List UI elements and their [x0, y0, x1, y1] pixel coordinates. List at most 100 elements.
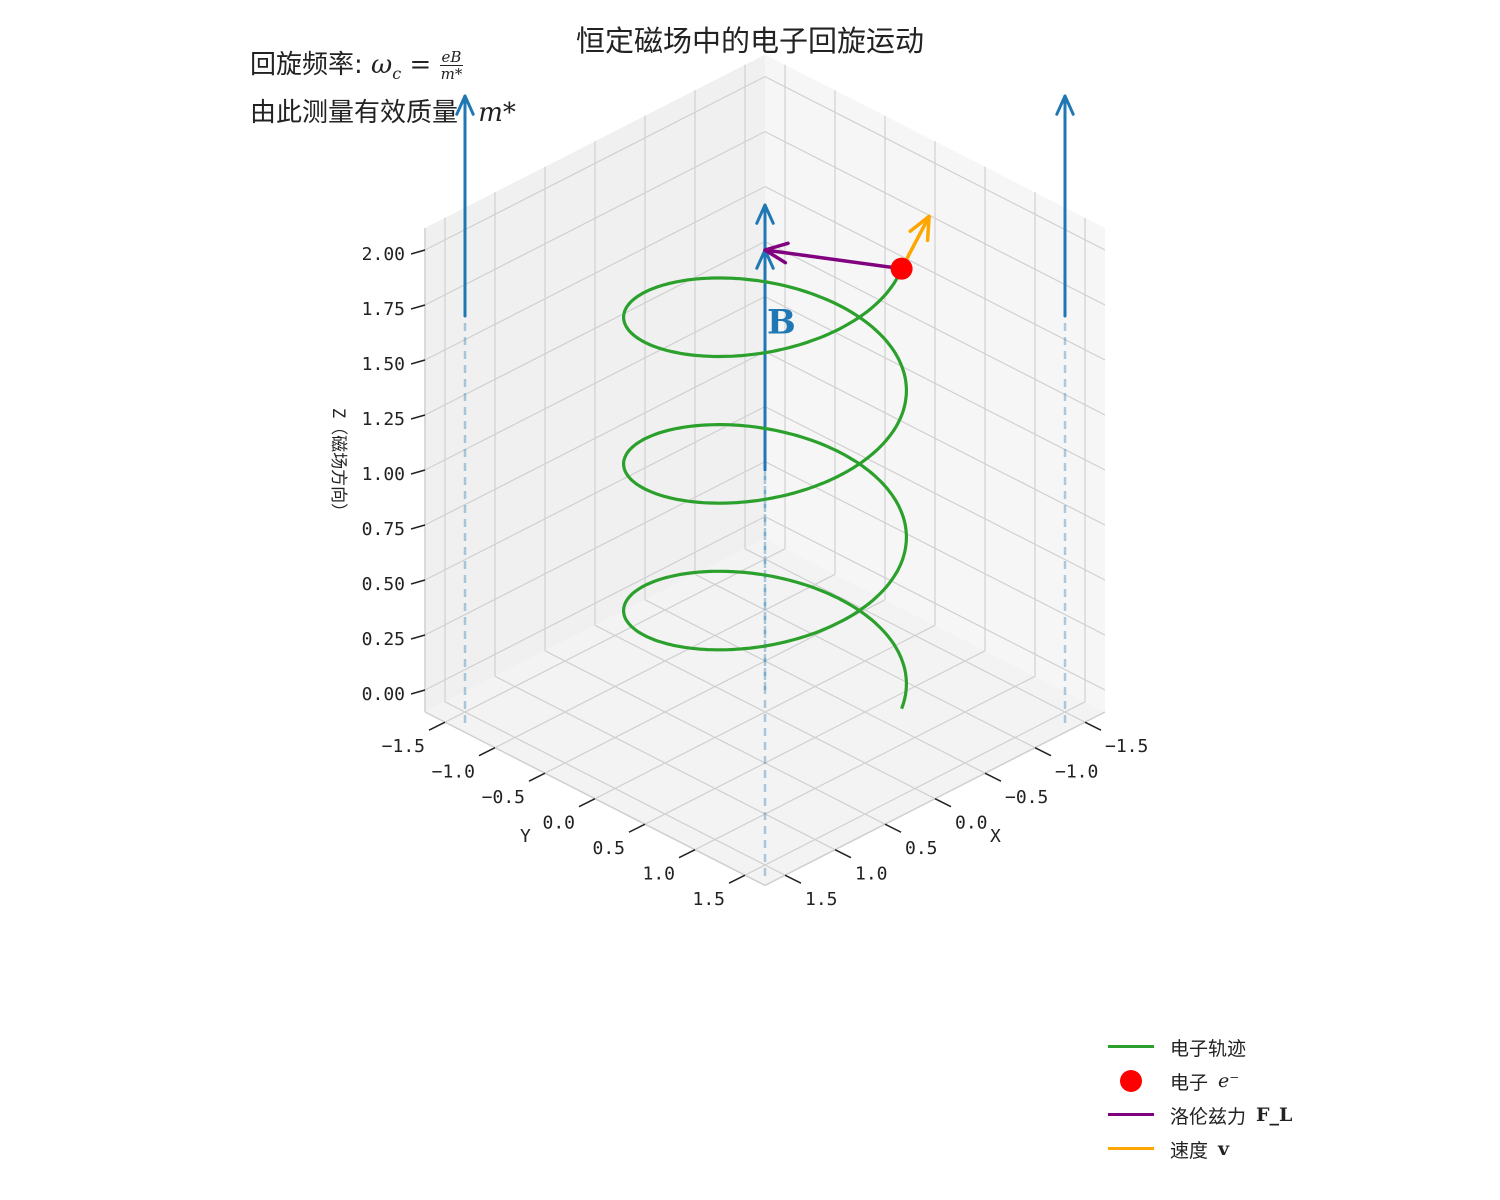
grid-line-z-right — [764, 76, 1106, 251]
y-tick-label: −0.5 — [482, 787, 525, 808]
annotation-mass-text: 由此测量有效质量 — [250, 98, 459, 128]
z-tick-label: 2.00 — [362, 244, 405, 265]
x-tick-mark — [934, 798, 952, 808]
grid-line-y-floor — [594, 624, 936, 800]
z-tick-mark — [410, 249, 426, 255]
grid-line-z-left — [424, 461, 766, 636]
field-arrow-3 — [755, 203, 775, 405]
legend-label-velocity: 速度 — [1170, 1139, 1209, 1162]
legend-item-force: 洛伦兹力 F_L — [1108, 1098, 1292, 1132]
legend-swatch-velocity — [1108, 1139, 1154, 1159]
grid-line-z-left — [424, 241, 766, 416]
grid-line-z-left — [424, 406, 766, 581]
z-tick-label: 1.00 — [362, 464, 405, 485]
grid-line-z-left — [424, 131, 766, 306]
grid-line-z-right — [764, 131, 1106, 306]
y-tick-label: 0.5 — [592, 838, 625, 859]
z-tick-mark — [410, 689, 426, 695]
z-tick-mark — [410, 579, 426, 585]
annotation-mass: 由此测量有效质量 m* — [250, 92, 516, 129]
annotation-frequency-text: 回旋频率: — [250, 50, 363, 80]
z-tick-mark — [410, 634, 426, 640]
grid-line-z-right — [764, 406, 1106, 581]
y-tick-label: 1.0 — [642, 864, 675, 885]
z-tick-label: 0.75 — [362, 519, 405, 540]
grid-line-y-floor — [694, 675, 1036, 851]
y-tick-mark — [478, 747, 496, 757]
y-tick-label: −1.0 — [432, 762, 475, 783]
y-tick-mark — [578, 798, 596, 808]
tick-labels: −1.5−1.0−0.50.00.51.01.5−1.5−1.0−0.50.00… — [362, 244, 1149, 910]
legend-swatch-trajectory — [1108, 1037, 1154, 1057]
x-tick-label: −1.0 — [1055, 762, 1098, 783]
x-tick-mark — [1034, 747, 1052, 757]
z-tick-mark — [410, 414, 426, 420]
plot-content — [455, 94, 1075, 876]
x-tick-mark — [884, 823, 902, 833]
legend-label-electron: 电子 — [1170, 1071, 1209, 1094]
z-tick-mark — [410, 304, 426, 310]
force-arrow-shaft — [763, 248, 904, 271]
field-label: B — [767, 303, 796, 343]
grid-line-y-floor — [444, 548, 786, 723]
z-tick-label: 0.00 — [362, 684, 405, 705]
field-arrow-1 — [455, 94, 475, 318]
fraction-denominator: m* — [440, 65, 463, 83]
grid-line-y-floor — [494, 573, 836, 749]
field-arrow-3-head — [755, 203, 775, 225]
field-arrow-2 — [1055, 94, 1075, 318]
x-tick-label: 0.5 — [905, 838, 938, 859]
legend-label-force: 洛伦兹力 — [1170, 1105, 1247, 1128]
y-tick-label: 1.5 — [692, 889, 725, 910]
x-tick-mark — [834, 849, 852, 859]
grid-line-z-left — [424, 186, 766, 361]
chart-title: 恒定磁场中的电子回旋运动 — [575, 24, 924, 58]
y-tick-mark — [628, 823, 646, 833]
omega-symbol: ω — [371, 50, 393, 80]
legend-item-electron: 电子 e⁻ — [1108, 1064, 1292, 1098]
legend-swatch-force — [1108, 1105, 1154, 1125]
equals-sign: = — [409, 50, 432, 80]
x-tick-label: −0.5 — [1005, 787, 1048, 808]
electron-marker — [890, 257, 913, 280]
grid-line-z-left — [424, 296, 766, 471]
legend-label-trajectory: 电子轨迹 — [1170, 1037, 1247, 1060]
z-tick-mark — [410, 359, 426, 365]
grid-line-z-left — [424, 516, 766, 691]
y-tick-mark — [678, 849, 696, 859]
force-arrow — [763, 241, 904, 271]
y-tick-mark — [428, 721, 446, 731]
z-tick-label: 1.75 — [362, 299, 405, 320]
z-tick-label: 1.25 — [362, 409, 405, 430]
field-arrow-2-head — [1055, 94, 1075, 116]
fraction-numerator: eB — [439, 48, 464, 66]
grid-line-y-floor — [744, 701, 1086, 876]
grid-line-z-left — [424, 351, 766, 526]
legend: 电子轨迹 电子 e⁻ 洛伦兹力 F_L 速度 v — [1108, 1030, 1292, 1166]
x-tick-mark — [1084, 721, 1102, 731]
effective-mass-symbol: m* — [478, 98, 516, 128]
y-tick-label: 0.0 — [542, 813, 575, 834]
grid-line-z-left — [424, 76, 766, 251]
z-tick-mark — [410, 524, 426, 530]
legend-swatch-electron — [1108, 1070, 1154, 1092]
legend-math-velocity: v — [1218, 1138, 1230, 1160]
grid-line-z-right — [764, 241, 1106, 416]
y-tick-label: −1.5 — [382, 736, 425, 757]
y-tick-mark — [528, 772, 546, 782]
x-tick-label: 0.0 — [955, 813, 988, 834]
x-tick-label: 1.0 — [855, 864, 888, 885]
x-tick-label: 1.5 — [805, 889, 838, 910]
velocity-arrow-head — [908, 214, 931, 243]
force-arrow-head — [763, 241, 790, 265]
z-tick-mark — [410, 469, 426, 475]
grid-line-z-right — [764, 186, 1106, 361]
z-tick-label: 0.50 — [362, 574, 405, 595]
x-tick-label: −1.5 — [1105, 736, 1148, 757]
legend-item-velocity: 速度 v — [1108, 1132, 1292, 1166]
x-tick-mark — [984, 772, 1002, 782]
grid-lines — [424, 64, 1106, 876]
grid-line-z-right — [764, 351, 1106, 526]
grid-line-y-floor — [644, 650, 986, 825]
